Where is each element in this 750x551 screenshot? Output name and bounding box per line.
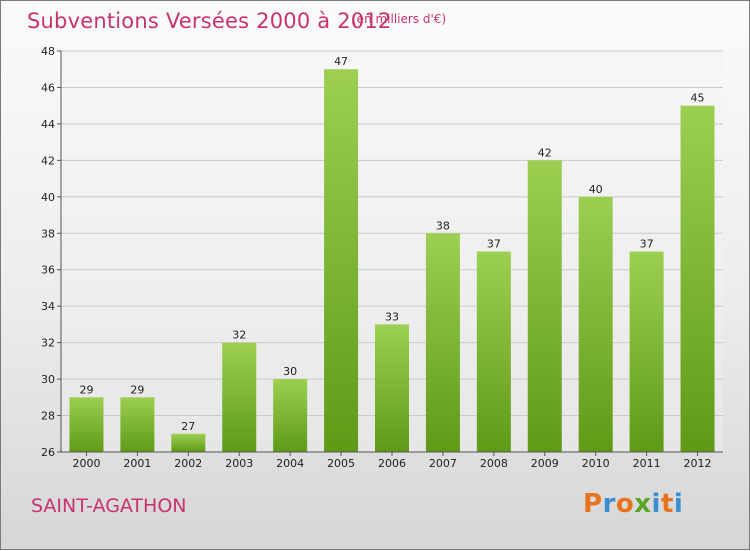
brand-letter: r (602, 489, 616, 519)
x-tick-label: 2004 (276, 457, 304, 470)
x-tick-label: 2012 (684, 457, 712, 470)
brand-logo: Proxiti (583, 489, 683, 519)
bars (69, 69, 715, 453)
bar-value-label: 38 (436, 219, 450, 232)
brand-letter: i (651, 489, 661, 519)
x-tick-label: 2000 (72, 457, 100, 470)
y-tick-label: 44 (41, 118, 55, 131)
x-tick-label: 2002 (174, 457, 202, 470)
bar-value-label: 29 (79, 383, 93, 396)
y-tick-label: 40 (41, 191, 55, 204)
bar (324, 69, 359, 453)
bar-value-label: 30 (283, 365, 297, 378)
bar-value-label: 40 (589, 183, 603, 196)
x-tick-label: 2003 (225, 457, 253, 470)
axes (57, 50, 723, 456)
brand-letter: x (634, 489, 652, 519)
x-tick-label: 2006 (378, 457, 406, 470)
bar-value-label: 42 (538, 146, 552, 159)
bar-value-label: 27 (181, 420, 195, 433)
y-tick-label: 28 (41, 410, 55, 423)
bar (69, 397, 104, 452)
location-label: SAINT-AGATHON (31, 495, 187, 517)
bar-value-label: 29 (130, 383, 144, 396)
y-tick-label: 32 (41, 337, 55, 350)
bar (425, 233, 460, 452)
bar-value-label: 37 (640, 238, 654, 251)
bar-value-label: 37 (487, 238, 501, 251)
bar (476, 251, 511, 452)
y-tick-label: 36 (41, 264, 55, 277)
labels: 26 28 30 32 34 36 38 40 42 44 46 48 29 2000 29 2001 27 20… (41, 45, 712, 470)
bar (629, 251, 664, 452)
brand-letter: o (615, 489, 635, 519)
y-tick-label: 30 (41, 373, 55, 386)
bar (375, 324, 409, 452)
bar-value-label: 32 (232, 329, 246, 342)
bar-value-label: 47 (334, 55, 348, 68)
x-tick-label: 2007 (429, 457, 457, 470)
bar-value-label: 45 (691, 92, 705, 105)
chart-title: Subventions Versées 2000 à 2012 (27, 9, 392, 33)
y-tick-label: 34 (41, 300, 55, 313)
x-tick-label: 2009 (531, 457, 559, 470)
bar (120, 397, 155, 452)
bar (171, 433, 206, 452)
brand-letter: t (660, 489, 674, 519)
bar (527, 160, 562, 452)
y-tick-label: 38 (41, 227, 55, 240)
y-tick-label: 42 (41, 154, 55, 167)
bar (273, 379, 308, 452)
bar (222, 342, 257, 452)
x-tick-label: 2011 (633, 457, 661, 470)
x-tick-label: 2010 (582, 457, 610, 470)
brand-letter: i (673, 489, 684, 519)
bar (578, 196, 613, 452)
x-tick-label: 2008 (480, 457, 508, 470)
y-tick-label: 48 (41, 45, 55, 58)
brand-letter: P (583, 489, 603, 519)
bar (680, 105, 715, 452)
y-tick-label: 26 (41, 446, 55, 459)
y-tick-label: 46 (41, 81, 55, 94)
x-tick-label: 2005 (327, 457, 355, 470)
chart-subtitle: (en milliers d'€) (352, 12, 447, 26)
x-tick-label: 2001 (123, 457, 151, 470)
bar-value-label: 33 (385, 310, 399, 323)
